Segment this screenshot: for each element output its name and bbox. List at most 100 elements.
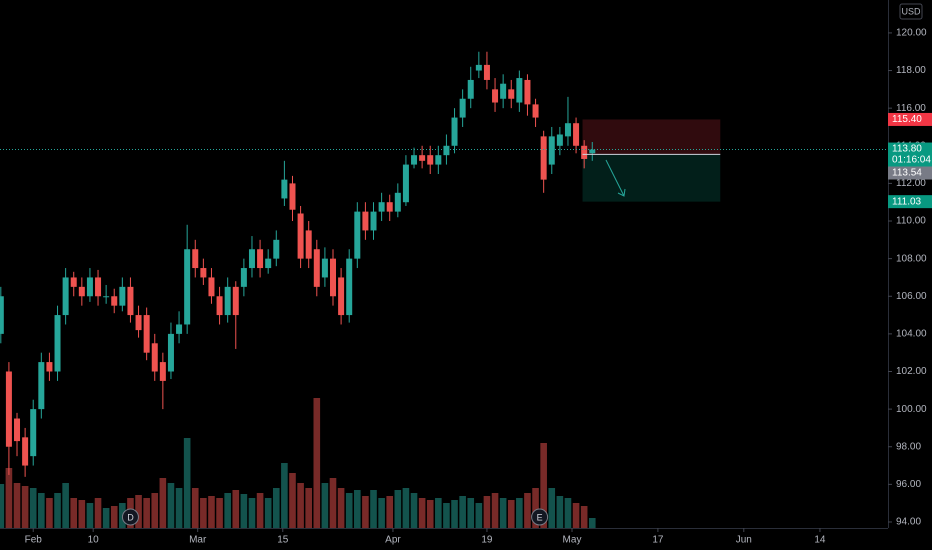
candle-body <box>540 136 547 180</box>
y-tick-label: 110.00 <box>896 216 926 227</box>
event-label: E <box>537 512 543 522</box>
volume-bar <box>21 486 29 528</box>
candle-body <box>200 268 207 278</box>
candle-body <box>427 155 434 165</box>
volume-bar <box>580 506 588 528</box>
volume-bar <box>410 493 418 528</box>
candle-body <box>95 277 102 297</box>
candle-body <box>556 134 563 146</box>
candle-body <box>573 123 580 146</box>
candle-body <box>411 155 418 165</box>
candle-body <box>224 286 231 316</box>
target-label-bg <box>888 195 932 209</box>
candle-body <box>289 183 296 210</box>
candle-body <box>192 249 199 269</box>
candle-body <box>508 89 515 99</box>
candle-body <box>5 371 12 447</box>
volume-bar <box>264 498 272 528</box>
target-label: 111.03 <box>892 196 922 207</box>
volume-bar <box>329 478 337 528</box>
volume-bar <box>345 493 353 528</box>
volume-bar <box>94 498 102 528</box>
currency-box[interactable] <box>899 3 923 20</box>
volume-bar <box>216 498 223 528</box>
candle-body <box>30 409 37 457</box>
y-tick-label: 94.00 <box>896 517 921 528</box>
candle-body <box>184 249 191 325</box>
volume-bar <box>451 500 458 528</box>
volume-bar <box>362 496 369 528</box>
volume-bar <box>305 488 312 528</box>
candle-body <box>581 145 588 159</box>
candle-body <box>119 286 126 306</box>
y-tick-label: 112.00 <box>896 178 926 189</box>
event-label: D <box>127 512 134 522</box>
candle-body <box>370 211 377 231</box>
candle-body <box>0 296 4 334</box>
candle-body <box>54 315 61 372</box>
volume-bar <box>467 498 475 528</box>
volume-bar <box>272 488 280 528</box>
volume-bar <box>232 490 240 528</box>
target-zone <box>582 154 721 202</box>
candle-body <box>297 213 304 259</box>
volume-bar <box>183 438 191 528</box>
candle-body <box>22 437 29 466</box>
volume-bar <box>491 493 499 528</box>
candle-body <box>394 192 401 212</box>
volume-bar <box>78 500 86 528</box>
candle-body <box>14 418 21 442</box>
volume-bar <box>499 498 507 528</box>
volume-bar <box>475 503 483 528</box>
candle-body <box>273 239 280 259</box>
candle-body <box>419 155 426 161</box>
candle-body <box>232 286 239 316</box>
volume-bar <box>5 468 13 528</box>
y-tick-label: 100.00 <box>896 404 927 415</box>
volume-bar <box>248 498 256 528</box>
candle-body <box>500 83 507 99</box>
candle-body <box>483 64 490 80</box>
candle-body <box>451 117 458 146</box>
volume-bar <box>102 508 110 528</box>
volume-bar <box>507 500 515 528</box>
candle-body <box>402 164 409 203</box>
volume-bar <box>151 493 159 528</box>
volume-bar <box>354 490 361 528</box>
candle-body <box>386 202 393 212</box>
y-tick-label: 118.00 <box>896 65 926 76</box>
x-tick-label: 19 <box>481 535 493 546</box>
candle-body <box>135 315 142 331</box>
volume-bar <box>191 488 199 528</box>
x-tick-label: 15 <box>277 535 289 546</box>
candle-body <box>492 89 499 103</box>
volume-bar <box>86 503 94 528</box>
x-tick-label: 14 <box>814 535 826 546</box>
volume-bar <box>208 496 215 528</box>
volume-bar <box>483 496 491 528</box>
candle-body <box>564 123 571 137</box>
candle-body <box>524 79 531 105</box>
volume-bar <box>532 488 539 528</box>
y-tick-label: 108.00 <box>896 253 927 264</box>
volume-bar <box>435 498 442 528</box>
x-tick-label: Jun <box>736 535 752 546</box>
candle-body <box>362 211 369 231</box>
candle-body <box>548 136 555 165</box>
y-tick-label: 102.00 <box>896 366 927 377</box>
candle-body <box>257 249 264 269</box>
x-tick-label: Feb <box>25 535 43 546</box>
volume-bar <box>256 493 264 528</box>
volume-bar <box>540 443 547 528</box>
candle-body <box>143 315 150 353</box>
volume-bar <box>564 498 572 528</box>
volume-bar <box>159 478 167 528</box>
candle-body <box>321 258 328 278</box>
volume-bar <box>524 493 531 528</box>
candle-body <box>467 79 474 99</box>
y-tick-label: 98.00 <box>896 441 921 452</box>
volume-bar <box>70 498 78 528</box>
volume-bar <box>29 488 37 528</box>
